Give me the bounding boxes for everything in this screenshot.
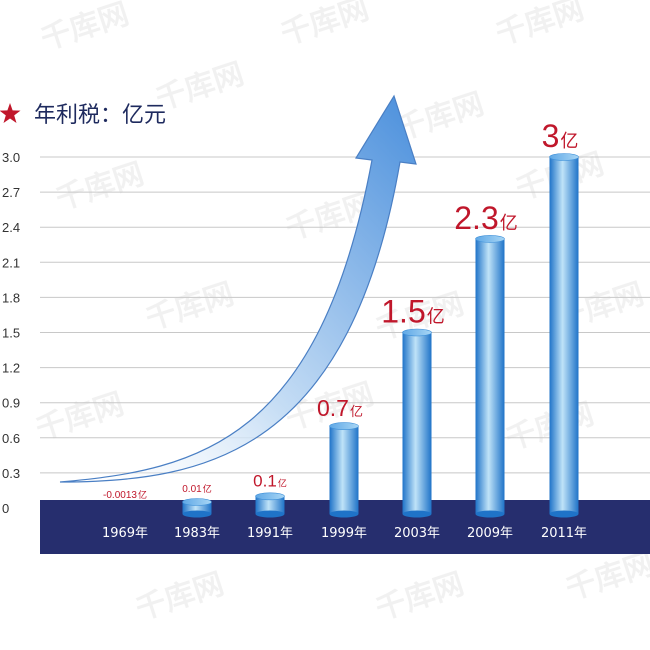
y-tick-label: 2.7 [2,185,20,200]
bar-body [475,238,505,514]
watermark-text: 千库网 [562,547,650,608]
bar-cap [549,153,579,161]
watermark-text: 千库网 [132,567,228,628]
bar-cap [402,328,432,337]
bar-bottom [475,510,505,518]
y-tick-label: 0.9 [2,396,20,411]
x-tick-label: 2011年 [541,526,587,541]
data-label: 2.3亿 [454,200,517,236]
y-tick-label: 0 [2,501,9,516]
bar-bottom [549,510,579,518]
chart-title-text: 年利税：亿元 [34,103,166,128]
chart-title: 年利税：亿元 [0,103,166,128]
x-tick-label: 1991年 [247,526,293,541]
bar-cap [329,422,359,430]
bar-bottom [329,510,359,518]
star-icon [0,103,21,123]
data-label: 0.01亿 [182,483,211,495]
y-tick-label: 1.5 [2,326,20,341]
x-tick-label: 2009年 [467,526,513,541]
bar-cap [255,492,285,501]
y-axis-ticks: 0 0.3 0.6 0.9 1.2 1.5 1.8 2.1 2.4 2.7 3.0 [2,150,20,516]
bar [475,235,505,518]
y-tick-label: 1.8 [2,290,20,305]
bar [255,492,285,518]
x-tick-label: 2003年 [394,526,440,541]
watermark-text: 千库网 [37,0,133,58]
y-tick-label: 0.3 [2,466,20,481]
y-tick-label: 3.0 [2,150,20,165]
data-labels: -0.0013亿 0.01亿 0.1亿 0.7亿 1.5亿 2.3亿 3亿 [103,118,578,501]
y-tick-label: 2.4 [2,220,20,235]
watermark-text: 千库网 [32,387,128,448]
bar-body [402,332,432,514]
bar-bottom [255,510,285,518]
data-label: 0.7亿 [317,395,363,421]
bar-cap [182,498,212,506]
data-label: -0.0013亿 [103,489,147,501]
data-label: 3亿 [542,118,579,154]
y-tick-label: 2.1 [2,255,20,270]
y-tick-label: 1.2 [2,361,20,376]
x-axis-ticks: 1969年 1983年 1991年 1999年 2003年 2009年 2011年 [102,526,587,541]
bars [182,153,579,518]
x-tick-label: 1983年 [174,526,220,541]
bar [549,153,579,518]
bar-cap [475,235,505,243]
bar-bottom [402,510,432,518]
bar [182,498,212,518]
y-tick-label: 0.6 [2,431,20,446]
watermark-text: 千库网 [492,0,588,53]
bar-bottom [182,510,212,518]
bar-body [329,426,359,514]
data-label: 0.1亿 [253,471,287,490]
growth-arrow-icon [59,94,417,483]
watermark-text: 千库网 [152,57,248,118]
bar-body [549,157,579,514]
watermark-text: 千库网 [372,567,468,628]
bar [402,328,432,518]
x-tick-label: 1999年 [321,526,367,541]
bar-body [255,496,285,514]
watermark-text: 千库网 [52,157,148,218]
watermark-text: 千库网 [142,277,238,338]
watermark-text: 千库网 [277,0,373,53]
data-label: 1.5亿 [381,294,444,330]
x-tick-label: 1969年 [102,526,148,541]
bar [329,422,359,518]
